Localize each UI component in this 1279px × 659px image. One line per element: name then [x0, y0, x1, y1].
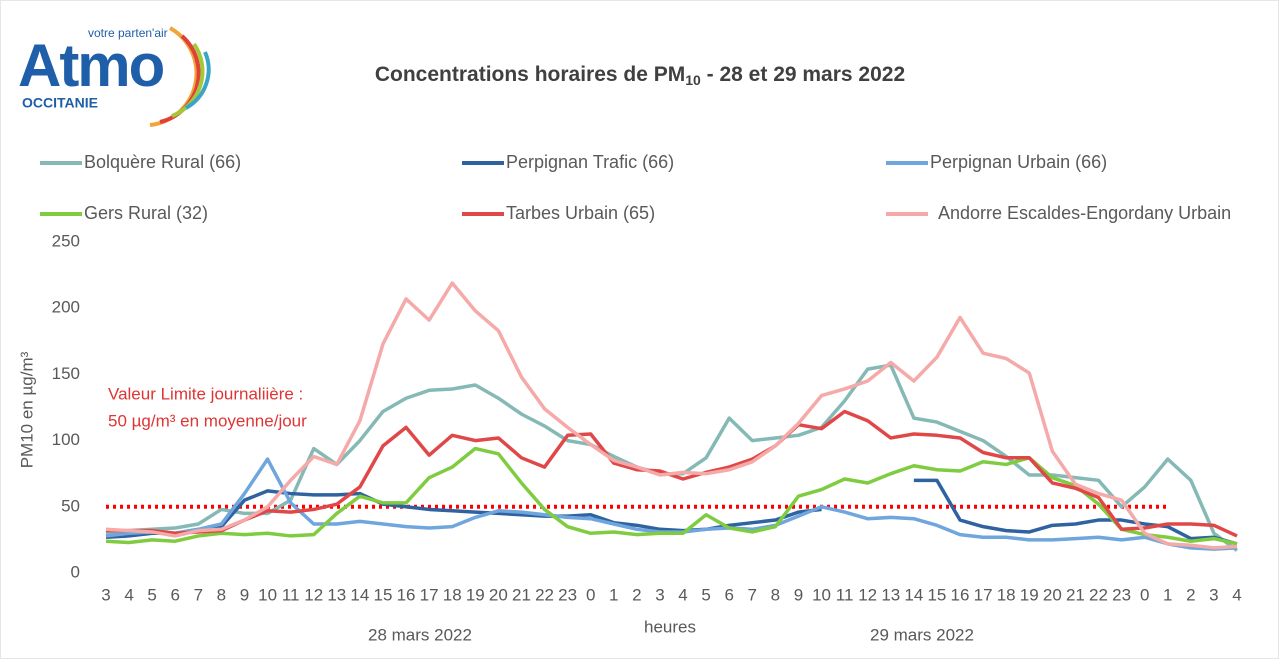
x-tick-label: 20: [1043, 585, 1062, 604]
x-tick-label: 18: [443, 585, 462, 604]
x-tick-label: 3: [101, 585, 110, 604]
legend-label: Gers Rural (32): [84, 203, 208, 223]
x-tick-label: 20: [489, 585, 508, 604]
logo-tagline: votre parten'air: [88, 26, 168, 40]
x-tick-label: 10: [258, 585, 277, 604]
x-tick-label: 21: [512, 585, 531, 604]
series-line: [105, 281, 1238, 550]
x-tick-label: 10: [812, 585, 831, 604]
x-axis-title: heures: [644, 617, 696, 636]
x-tick-label: 13: [881, 585, 900, 604]
x-tick-label: 17: [420, 585, 439, 604]
series-line: [105, 446, 1238, 546]
chart-title: Concentrations horaires de PM10 - 28 et …: [375, 63, 905, 88]
x-tick-label: 6: [724, 585, 733, 604]
x-tick-label: 23: [1112, 585, 1131, 604]
x-tick-label: 4: [124, 585, 133, 604]
date-label: 28 mars 2022: [368, 625, 472, 644]
x-tick-label: 13: [327, 585, 346, 604]
x-tick-label: 22: [535, 585, 554, 604]
x-tick-label: 12: [304, 585, 323, 604]
logo-arc: [184, 51, 211, 110]
y-tick-label: 200: [52, 298, 80, 317]
x-tick-label: 7: [194, 585, 203, 604]
x-tick-label: 19: [1020, 585, 1039, 604]
legend-label: Andorre Escaldes-Engordany Urbain: [938, 203, 1231, 223]
legend-label: Tarbes Urbain (65): [506, 203, 655, 223]
x-tick-label: 3: [655, 585, 664, 604]
x-tick-label: 6: [171, 585, 180, 604]
x-tick-label: 16: [951, 585, 970, 604]
x-tick-label: 4: [678, 585, 687, 604]
x-tick-label: 17: [974, 585, 993, 604]
x-tick-label: 2: [632, 585, 641, 604]
title-rest: - 28 et 29 mars 2022: [701, 63, 905, 86]
title-sub: 10: [685, 72, 701, 88]
title-main: Concentrations horaires de PM: [375, 63, 685, 86]
legend-label: Perpignan Urbain (66): [930, 152, 1107, 172]
x-tick-label: 3: [1209, 585, 1218, 604]
x-tick-label: 9: [794, 585, 803, 604]
y-axis-title: PM10 en µg/m³: [17, 351, 36, 468]
x-tick-label: 15: [927, 585, 946, 604]
x-tick-label: 11: [282, 585, 300, 604]
x-tick-label: 23: [558, 585, 577, 604]
x-tick-label: 21: [1066, 585, 1085, 604]
y-tick-label: 100: [52, 430, 80, 449]
x-tick-label: 7: [748, 585, 757, 604]
x-tick-label: 16: [397, 585, 416, 604]
x-tick-label: 5: [701, 585, 710, 604]
x-tick-label: 0: [586, 585, 595, 604]
y-tick-label: 250: [52, 231, 80, 250]
x-tick-label: 0: [1140, 585, 1149, 604]
logo-region: OCCITANIE: [22, 95, 98, 111]
x-tick-label: 12: [858, 585, 877, 604]
legend-label: Bolquère Rural (66): [84, 152, 241, 172]
y-tick-label: 50: [61, 496, 80, 515]
x-tick-label: 5: [147, 585, 156, 604]
logo: Atmo votre parten'air OCCITANIE: [18, 26, 211, 127]
x-tick-label: 2: [1186, 585, 1195, 604]
x-tick-label: 15: [374, 585, 393, 604]
annotation: Valeur Limite journaliière :: [108, 384, 303, 403]
x-tick-label: 8: [217, 585, 226, 604]
x-tick-label: 14: [350, 585, 369, 604]
x-tick-label: 4: [1232, 585, 1241, 604]
x-tick-label: 1: [609, 585, 618, 604]
x-tick-label: 22: [1089, 585, 1108, 604]
x-tick-label: 11: [836, 585, 854, 604]
date-label: 29 mars 2022: [870, 625, 974, 644]
logo-arc: [171, 42, 205, 118]
x-tick-label: 19: [466, 585, 485, 604]
x-tick-label: 14: [904, 585, 923, 604]
y-tick-label: 150: [52, 364, 80, 383]
x-tick-label: 18: [997, 585, 1016, 604]
logo-name: Atmo: [18, 32, 164, 99]
x-tick-label: 1: [1163, 585, 1172, 604]
legend-label: Perpignan Trafic (66): [506, 152, 674, 172]
annotation: 50 µg/m³ en moyenne/jour: [108, 411, 307, 430]
x-tick-label: 9: [240, 585, 249, 604]
x-tick-label: 8: [771, 585, 780, 604]
y-tick-label: 0: [71, 562, 80, 581]
